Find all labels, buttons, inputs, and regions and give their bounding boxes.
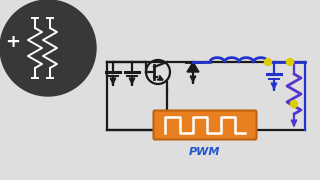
- Text: PWM: PWM: [189, 147, 221, 157]
- Polygon shape: [187, 62, 199, 72]
- Circle shape: [286, 58, 293, 66]
- Circle shape: [265, 58, 271, 66]
- FancyBboxPatch shape: [154, 111, 257, 140]
- Text: +: +: [5, 33, 20, 51]
- Circle shape: [0, 0, 96, 96]
- Circle shape: [291, 100, 298, 107]
